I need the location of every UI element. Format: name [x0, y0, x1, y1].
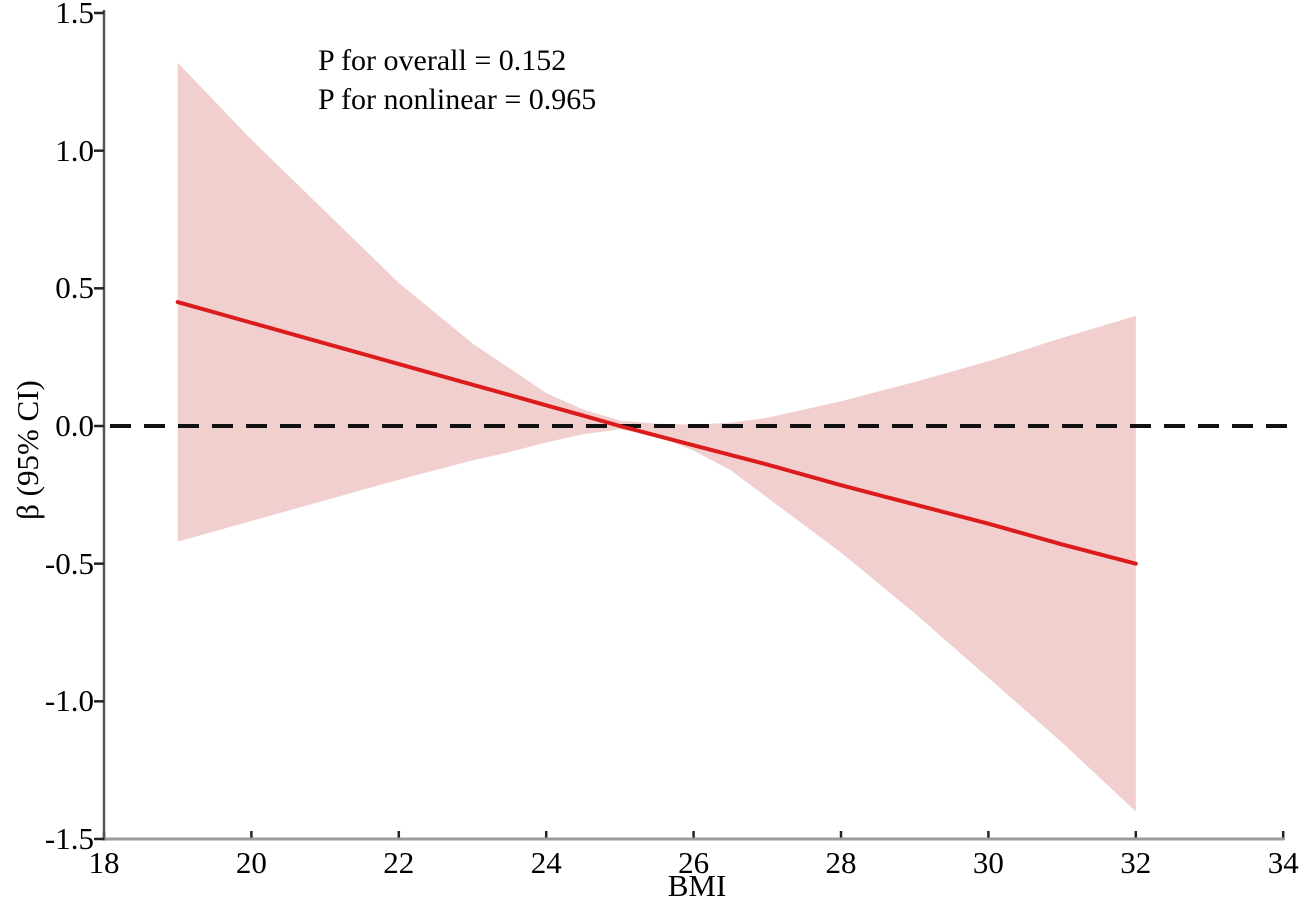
- x-tick-label: 24: [530, 845, 562, 880]
- y-tick-label: 0.0: [55, 408, 94, 443]
- x-tick-label: 34: [1267, 845, 1299, 880]
- x-tick-label: 26: [678, 845, 710, 880]
- y-tick-label: 0.5: [55, 270, 94, 306]
- x-tick-label: 28: [825, 845, 857, 880]
- x-tick-label: 30: [972, 845, 1004, 880]
- x-tick-label: 20: [235, 845, 267, 880]
- x-tick-label: 22: [383, 845, 415, 880]
- p-overall-text: P for overall = 0.152: [318, 44, 567, 77]
- y-tick-label: -1.0: [44, 683, 94, 719]
- y-tick-label: -1.5: [44, 820, 94, 856]
- x-axis-title: BMI: [667, 868, 727, 903]
- p-value-annotation: P for overall = 0.152 P for nonlinear = …: [318, 41, 596, 119]
- y-tick-label: -0.5: [44, 545, 94, 581]
- y-axis-title: β (95% CI): [10, 380, 45, 520]
- p-nonlinear-text: P for nonlinear = 0.965: [318, 83, 597, 116]
- y-tick-label: 1.0: [55, 132, 94, 168]
- x-tick-label: 32: [1120, 845, 1152, 880]
- x-tick-label: 18: [88, 845, 120, 880]
- fit-line: [175, 300, 1138, 566]
- confidence-band: [177, 62, 1136, 812]
- y-tick-label: 1.5: [55, 0, 94, 31]
